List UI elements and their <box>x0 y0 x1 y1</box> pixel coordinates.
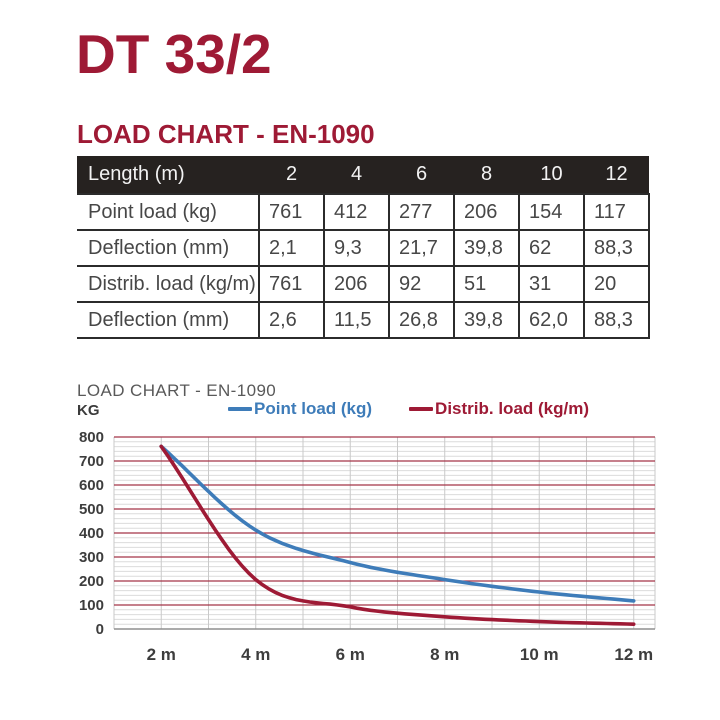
page-title: DT 33/2 <box>76 23 272 85</box>
chart-legend: Point load (kg) Distrib. load (kg/m) <box>228 399 589 419</box>
load-table-body: Point load (kg) 761 412 277 206 154 117 Deflect… <box>77 193 650 339</box>
y-tick-label: 800 <box>79 429 104 446</box>
header-length-cell: 12 <box>584 156 649 194</box>
value-cell: 277 <box>388 193 454 230</box>
legend-label-distrib-load: Distrib. load (kg/m) <box>435 399 590 418</box>
x-tick-label: 6 m <box>336 645 365 664</box>
legend-item-distrib-load: Distrib. load (kg/m) <box>409 399 589 419</box>
value-cell: 412 <box>323 193 389 230</box>
table-row: Deflection (mm) 2,1 9,3 21,7 39,8 62 88,3 <box>77 229 650 266</box>
y-tick-label: 0 <box>96 621 104 638</box>
x-tick-label: 4 m <box>241 645 270 664</box>
point-load-curve <box>159 444 636 603</box>
y-tick-label: 300 <box>79 549 104 566</box>
value-cell: 92 <box>388 265 454 302</box>
table-header-row: Length (m) 2 4 6 8 10 12 <box>77 156 649 194</box>
y-tick-label: 400 <box>79 525 104 542</box>
table-row: Point load (kg) 761 412 277 206 154 117 <box>77 193 650 230</box>
value-cell: 39,8 <box>453 229 519 266</box>
header-length-cell: 4 <box>324 156 389 194</box>
point-load-line-swatch <box>228 407 252 411</box>
value-cell: 31 <box>518 265 584 302</box>
y-tick-label: 200 <box>79 573 104 590</box>
legend-label-point-load: Point load (kg) <box>254 399 373 418</box>
x-tick-label: 2 m <box>147 645 176 664</box>
load-table: Length (m) 2 4 6 8 10 12 Point load (kg) 761 412… <box>77 156 650 339</box>
value-cell: 21,7 <box>388 229 454 266</box>
y-tick-label: 500 <box>79 501 104 518</box>
value-cell: 20 <box>583 265 650 302</box>
value-cell: 2,6 <box>258 301 324 339</box>
legend-item-point-load: Point load (kg) <box>228 399 372 419</box>
load-table-header: Length (m) 2 4 6 8 10 12 <box>77 156 649 194</box>
header-length-cell: 8 <box>454 156 519 194</box>
value-cell: 206 <box>323 265 389 302</box>
table-row: Distrib. load (kg/m) 761 206 92 51 31 20 <box>77 265 650 302</box>
x-tick-label: 8 m <box>430 645 459 664</box>
value-cell: 117 <box>583 193 650 230</box>
value-cell: 62 <box>518 229 584 266</box>
row-label-cell: Distrib. load (kg/m) <box>77 265 259 302</box>
value-cell: 761 <box>258 193 324 230</box>
value-cell: 39,8 <box>453 301 519 339</box>
y-tick-label: 700 <box>79 453 104 470</box>
value-cell: 154 <box>518 193 584 230</box>
value-cell: 2,1 <box>258 229 324 266</box>
value-cell: 62,0 <box>518 301 584 339</box>
value-cell: 26,8 <box>388 301 454 339</box>
load-chart-plot: 0 100 200 300 400 500 600 700 800 2 m 4 m 6 m 8 m 10 … <box>79 429 656 664</box>
value-cell: 206 <box>453 193 519 230</box>
value-cell: 9,3 <box>323 229 389 266</box>
value-cell: 51 <box>453 265 519 302</box>
distrib-load-curve <box>159 444 636 626</box>
y-axis-unit-label: KG <box>77 402 100 419</box>
value-cell: 88,3 <box>583 301 650 339</box>
section-heading: LOAD CHART - EN-1090 <box>77 119 375 149</box>
row-label-cell: Deflection (mm) <box>77 301 259 339</box>
header-label-cell: Length (m) <box>77 156 259 194</box>
row-label-cell: Deflection (mm) <box>77 229 259 266</box>
header-length-cell: 10 <box>519 156 584 194</box>
x-tick-label: 12 m <box>614 645 653 664</box>
chart-title: LOAD CHART - EN-1090 <box>77 381 277 400</box>
x-tick-label: 10 m <box>520 645 559 664</box>
y-tick-label: 600 <box>79 477 104 494</box>
distrib-load-line-swatch <box>409 407 434 411</box>
row-label-cell: Point load (kg) <box>77 193 259 230</box>
table-row: Deflection (mm) 2,6 11,5 26,8 39,8 62,0 88,3 <box>77 301 650 339</box>
value-cell: 88,3 <box>583 229 650 266</box>
y-tick-label: 100 <box>79 597 104 614</box>
header-length-cell: 6 <box>389 156 454 194</box>
value-cell: 761 <box>258 265 324 302</box>
header-length-cell: 2 <box>259 156 324 194</box>
value-cell: 11,5 <box>323 301 389 339</box>
